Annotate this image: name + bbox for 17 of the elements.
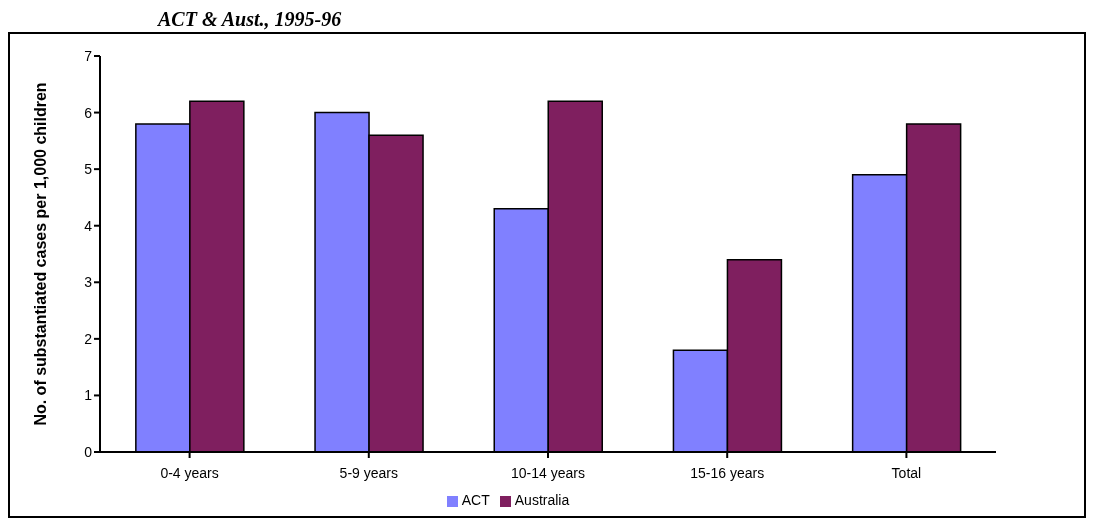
x-tick-label: 10-14 years (511, 464, 585, 481)
x-tick-label: Total (891, 464, 922, 481)
chart-title: ACT & Aust., 1995-96 (158, 8, 342, 30)
legend-label: Australia (514, 492, 570, 508)
y-tick-label: 4 (84, 217, 93, 234)
legend-label: ACT (461, 492, 490, 508)
y-tick-label: 0 (84, 443, 93, 460)
y-tick-label: 3 (84, 274, 93, 291)
y-tick-label: 6 (84, 104, 93, 121)
y-tick-label: 5 (84, 161, 93, 178)
y-tick-label: 7 (84, 47, 93, 64)
y-tick-label: 2 (84, 330, 93, 347)
y-tick-label: 1 (84, 387, 93, 404)
x-tick-label: 0-4 years (160, 464, 219, 481)
x-tick-label: 15-16 years (690, 464, 765, 481)
y-axis-title: No. of substantiated cases per 1,000 children (31, 82, 49, 426)
x-tick-label: 5-9 years (339, 464, 398, 481)
